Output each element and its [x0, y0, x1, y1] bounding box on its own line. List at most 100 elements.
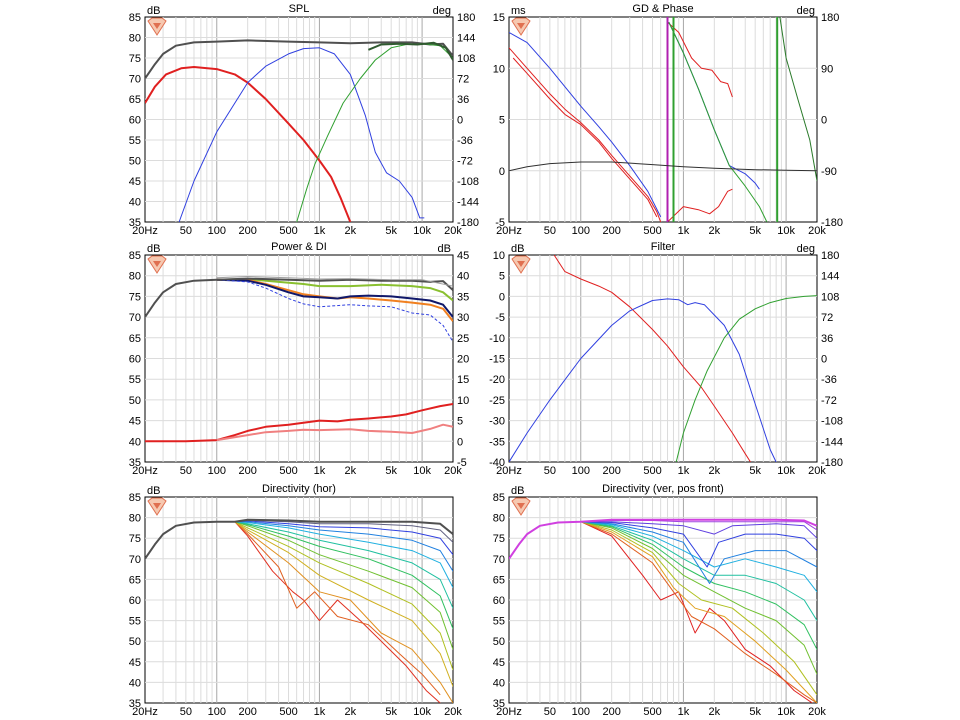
chart-gd-series-6 [668, 21, 768, 222]
chart-gd-xtick: 200 [602, 225, 620, 237]
chart-spl-xtick: 1k [314, 225, 326, 237]
chart-dirh-xtick: 50 [180, 706, 192, 718]
chart-filter-ytick: 5 [499, 271, 505, 283]
chart-spl-y2tick: 36 [457, 94, 469, 106]
chart-dirh-xtick: 100 [208, 706, 226, 718]
chart-dirv-ytick: 80 [493, 513, 505, 525]
chart-filter-xtick: 50 [544, 465, 556, 477]
chart-spl-xtick: 2k [345, 225, 357, 237]
chart-spl-ytick: 65 [129, 94, 141, 106]
chart-spl-xtick: 20k [444, 225, 462, 237]
chart-dirv-curve-0 [509, 518, 817, 560]
chart-power-y2tick: 40 [457, 271, 469, 283]
chart-gd-ytick: 5 [499, 115, 505, 127]
chart-filter-xtick: 2k [709, 465, 721, 477]
chart-filter-xtick: 1k [678, 465, 690, 477]
chart-gd-y2tick: 90 [821, 63, 833, 75]
chart-gd-ytick: 0 [499, 166, 505, 178]
chart-dirv-grid [509, 497, 817, 703]
chart-dirv-ytick: 60 [493, 595, 505, 607]
chart-filter-xtick: 10k [777, 465, 795, 477]
chart-power-xtick: 50 [180, 465, 192, 477]
chart-dirh-ytick: 50 [129, 636, 141, 648]
chart-gd-series-0 [509, 47, 662, 222]
chart-spl-xtick: 10k [413, 225, 431, 237]
chart-gd-xtick: 50 [544, 225, 556, 237]
chart-dirv-xtick: 100 [572, 706, 590, 718]
chart-gd-series [509, 17, 817, 222]
chart-filter-ytick: -15 [489, 354, 505, 366]
chart-spl-xtick: 200 [238, 225, 256, 237]
chart-dirv-xtick: 500 [643, 706, 661, 718]
chart-dirv-ytick: 45 [493, 657, 505, 669]
chart-dirv-xtick: 50 [544, 706, 556, 718]
chart-filter-xtick: 20Hz [496, 465, 522, 477]
chart-spl-ytick: 75 [129, 53, 141, 65]
chart-filter-ytick: -30 [489, 416, 505, 428]
chart-power-ytick: 75 [129, 291, 141, 303]
chart-spl-ytick: 50 [129, 156, 141, 168]
chart-power-series-4 [145, 277, 453, 318]
chart-dirv-ytick: 75 [493, 533, 505, 545]
chart-filter-y2tick: 36 [821, 333, 833, 345]
chart-dirv-ytick: 40 [493, 677, 505, 689]
chart-filter-grid [509, 255, 817, 462]
chart-dirv: 35 40 45 50 55 60 65 70 75 80 85 20Hz 50 100 200 500 1k 2… [493, 483, 827, 718]
chart-filter-ytick: -20 [489, 374, 505, 386]
chart-dirv-xtick: 20Hz [496, 706, 522, 718]
chart-dirv-xtick: 200 [602, 706, 620, 718]
chart-dirh-logo [147, 497, 167, 516]
chart-dirv-left-unit: dB [511, 485, 524, 497]
chart-spl-y2tick: 144 [457, 33, 475, 45]
chart-dirv-ytick: 50 [493, 636, 505, 648]
chart-power-y2tick: 15 [457, 374, 469, 386]
chart-dirv-xtick: 2k [709, 706, 721, 718]
chart-spl-xtick: 100 [208, 225, 226, 237]
chart-filter-series-0 [553, 255, 751, 462]
chart-power-series [145, 276, 453, 443]
chart-filter: -40 -35 -30 -25 -20 -15 -10 -5 0 5 10 -180 -144 -108 -… [489, 241, 843, 477]
chart-dirv-ytick: 65 [493, 574, 505, 586]
chart-filter-ytick: 0 [499, 291, 505, 303]
chart-filter-y2tick: -36 [821, 374, 837, 386]
chart-spl-y2tick: 72 [457, 74, 469, 86]
chart-filter-xtick: 200 [602, 465, 620, 477]
chart-spl-y2tick: 0 [457, 115, 463, 127]
chart-power-left-unit: dB [147, 243, 160, 255]
chart-power-xtick: 20k [444, 465, 462, 477]
chart-dirh-ytick: 65 [129, 574, 141, 586]
chart-spl-grid [145, 17, 453, 222]
chart-dirh: 35 40 45 50 55 60 65 70 75 80 85 20Hz 50 100 200 500 1k 2… [129, 483, 463, 718]
chart-power-title: Power & DI [271, 241, 327, 253]
chart-power-y2tick: 10 [457, 395, 469, 407]
chart-filter-title: Filter [651, 241, 676, 253]
chart-dirv-ytick: 35 [493, 698, 505, 710]
chart-spl-ytick: 80 [129, 33, 141, 45]
chart-spl-ytick: 55 [129, 135, 141, 147]
chart-spl-y2tick: -108 [457, 176, 479, 188]
chart-dirh-ytick: 55 [129, 616, 141, 628]
chart-gd-series-2 [667, 21, 733, 98]
chart-spl-series [145, 39, 453, 222]
chart-power: 35 40 45 50 55 60 65 70 75 80 85 -5 0 5 10 15 20 25 30 35 40… [129, 241, 470, 477]
chart-power-y2tick: 45 [457, 250, 469, 262]
chart-gd-series-1 [512, 57, 658, 218]
chart-spl-ytick: 40 [129, 197, 141, 209]
chart-gd-xtick: 1k [678, 225, 690, 237]
chart-spl-y2tick: -36 [457, 135, 473, 147]
chart-power-xtick: 200 [238, 465, 256, 477]
chart-dirh-xtick: 2k [345, 706, 357, 718]
chart-spl-ytick: 85 [129, 12, 141, 24]
chart-power-ytick: 70 [129, 312, 141, 324]
chart-filter-y2tick: -144 [821, 436, 843, 448]
chart-dirh-xtick: 20Hz [132, 706, 158, 718]
chart-spl-ytick: 60 [129, 115, 141, 127]
chart-dirv-ytick: 70 [493, 554, 505, 566]
chart-spl: 35 40 45 50 55 60 65 70 75 80 85 -180 -144 -108 -72 -36… [129, 3, 479, 237]
chart-power-ytick: 45 [129, 416, 141, 428]
chart-spl-title: SPL [289, 3, 310, 15]
chart-gd-series-4 [509, 31, 662, 218]
chart-power-y2tick: 25 [457, 333, 469, 345]
chart-power-ytick: 50 [129, 395, 141, 407]
chart-dirh-left-unit: dB [147, 485, 160, 497]
